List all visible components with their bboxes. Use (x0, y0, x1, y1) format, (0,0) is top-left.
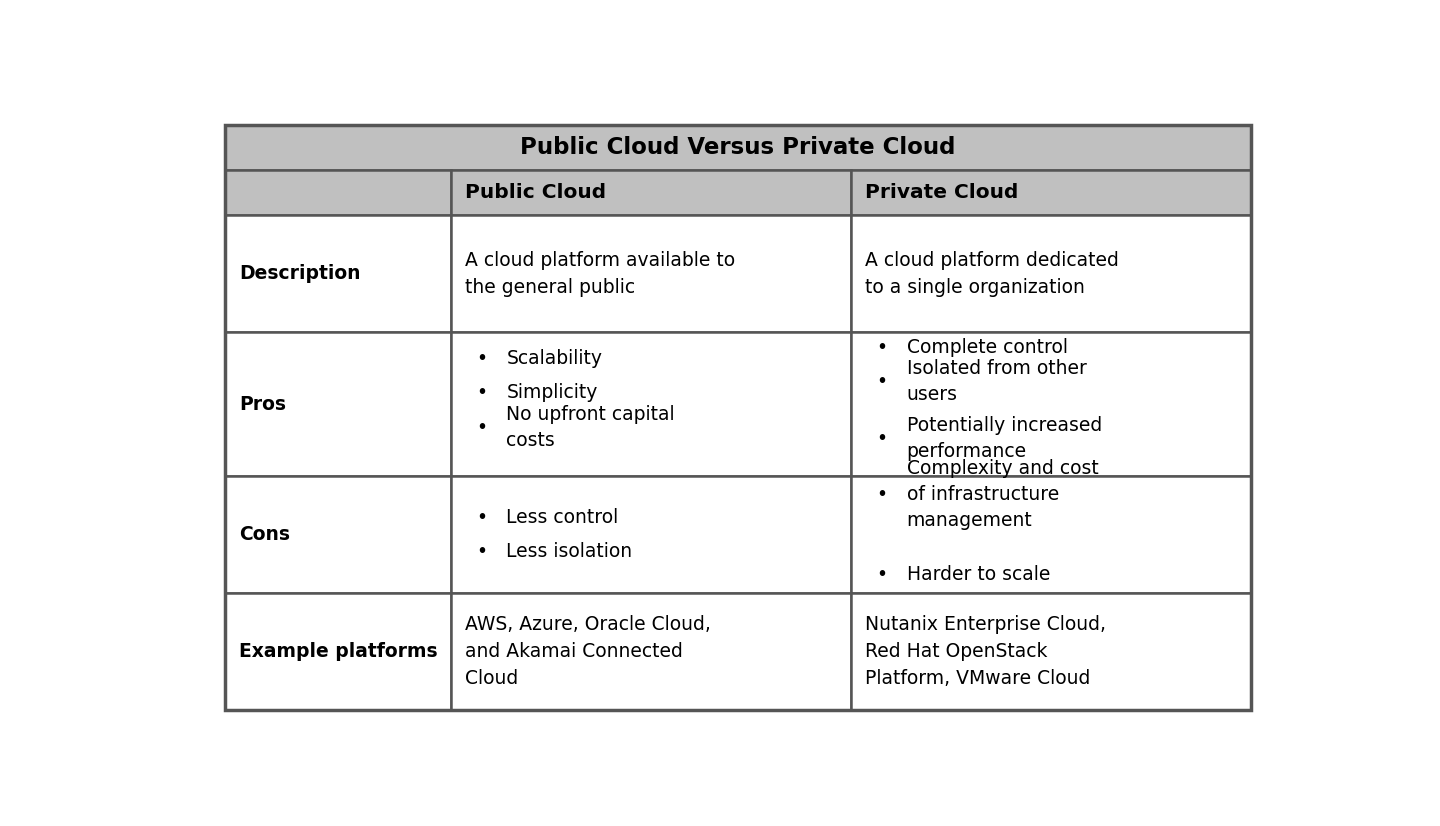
Text: Public Cloud Versus Private Cloud: Public Cloud Versus Private Cloud (520, 135, 956, 159)
Text: •: • (477, 542, 487, 561)
Text: Pros: Pros (239, 395, 287, 414)
Bar (225, 476, 451, 593)
Text: Public Cloud: Public Cloud (465, 183, 606, 202)
Bar (851, 593, 1251, 710)
Text: •: • (477, 507, 487, 526)
Bar (451, 216, 851, 332)
Bar (225, 593, 451, 710)
Text: Less control: Less control (507, 507, 619, 526)
Text: Simplicity: Simplicity (507, 383, 598, 402)
Text: Isolated from other
users: Isolated from other users (907, 359, 1087, 404)
Bar (451, 476, 851, 593)
Text: •: • (877, 373, 887, 392)
Text: AWS, Azure, Oracle Cloud,
and Akamai Connected
Cloud: AWS, Azure, Oracle Cloud, and Akamai Con… (465, 615, 711, 688)
Bar (851, 476, 1251, 593)
Bar (451, 170, 851, 216)
Bar (225, 216, 451, 332)
Text: •: • (877, 485, 887, 504)
Bar (451, 593, 851, 710)
Text: Complexity and cost
of infrastructure
management: Complexity and cost of infrastructure ma… (907, 459, 1099, 530)
Text: Nutanix Enterprise Cloud,
Red Hat OpenStack
Platform, VMware Cloud: Nutanix Enterprise Cloud, Red Hat OpenSt… (865, 615, 1106, 688)
Text: Complete control: Complete control (907, 338, 1067, 357)
Text: •: • (877, 338, 887, 357)
Text: Cons: Cons (239, 525, 289, 544)
Text: •: • (477, 383, 487, 402)
Text: A cloud platform available to
the general public: A cloud platform available to the genera… (465, 251, 736, 297)
Text: Potentially increased
performance: Potentially increased performance (907, 416, 1102, 461)
Text: •: • (477, 418, 487, 437)
Text: Less isolation: Less isolation (507, 542, 632, 561)
Bar (851, 332, 1251, 476)
Text: A cloud platform dedicated
to a single organization: A cloud platform dedicated to a single o… (865, 251, 1119, 297)
Text: Scalability: Scalability (507, 349, 602, 368)
Text: Harder to scale: Harder to scale (907, 565, 1050, 584)
Text: Example platforms: Example platforms (239, 642, 438, 661)
Text: •: • (877, 430, 887, 449)
Text: Description: Description (239, 264, 360, 283)
Text: •: • (477, 349, 487, 368)
Bar (451, 332, 851, 476)
Bar (225, 332, 451, 476)
Text: •: • (877, 565, 887, 584)
Text: Private Cloud: Private Cloud (865, 183, 1020, 202)
Text: No upfront capital
costs: No upfront capital costs (507, 406, 675, 450)
Bar (851, 170, 1251, 216)
Bar (225, 125, 1251, 170)
Bar (851, 216, 1251, 332)
Bar (225, 170, 451, 216)
